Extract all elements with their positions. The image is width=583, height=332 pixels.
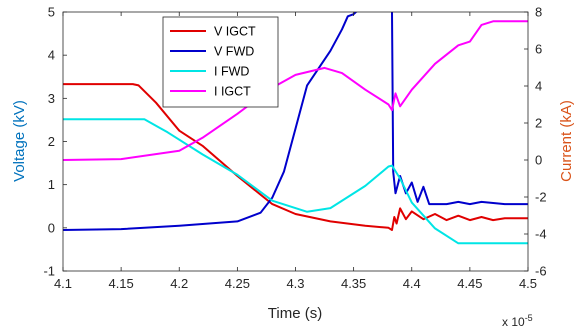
right-tick-label: -6	[535, 264, 547, 279]
series-line-i-fwd	[63, 118, 528, 245]
x-axis: 4.1 4.15 4.2 4.25 4.3 4.35 4.4 4.45 4.5	[54, 12, 537, 291]
plot-area	[63, 12, 528, 271]
x-exponent-base: x 10	[502, 315, 525, 329]
left-tick-label: 3	[48, 91, 55, 106]
right-tick-label: -2	[535, 190, 547, 205]
series-line-v-fwd	[63, 12, 528, 231]
x-tick-label: 4.1	[54, 276, 72, 291]
right-y-axis: -6 -4 -2 0 2 4 6 8	[524, 5, 547, 279]
left-tick-label: 2	[48, 134, 55, 149]
x-tick-label: 4.5	[519, 276, 537, 291]
left-tick-label: -1	[43, 264, 55, 279]
legend-label: I IGCT	[214, 85, 251, 99]
right-tick-label: 8	[535, 5, 542, 20]
x-tick-label: 4.35	[341, 276, 366, 291]
series-layer	[63, 12, 528, 245]
legend-label: V FWD	[214, 45, 254, 59]
series-line-v-igct	[63, 83, 528, 231]
left-y-axis: -1 0 1 2 3 4 5	[43, 5, 67, 279]
left-tick-label: 1	[48, 177, 55, 192]
x-tick-label: 4.3	[286, 276, 304, 291]
x-tick-label: 4.15	[108, 276, 133, 291]
series-line-i-igct	[63, 20, 528, 161]
right-tick-label: 2	[535, 116, 542, 131]
legend-label: I FWD	[214, 65, 249, 79]
right-tick-label: 4	[535, 79, 542, 94]
legend: V IGCT V FWD I FWD I IGCT	[162, 16, 279, 108]
left-axis-label: Voltage (kV)	[11, 100, 28, 182]
x-exponent-power: -5	[525, 313, 533, 323]
right-tick-label: -4	[535, 227, 547, 242]
left-tick-label: 5	[48, 5, 55, 20]
x-tick-label: 4.45	[457, 276, 482, 291]
legend-label: V IGCT	[214, 25, 256, 39]
right-axis-label: Current (kA)	[558, 100, 575, 182]
right-tick-label: 6	[535, 42, 542, 57]
x-tick-label: 4.4	[403, 276, 421, 291]
x-tick-label: 4.2	[170, 276, 188, 291]
right-tick-label: 0	[535, 153, 542, 168]
x-axis-label: Time (s)	[268, 305, 322, 322]
x-axis-exponent: x 10-5	[502, 313, 533, 329]
left-tick-label: 0	[48, 220, 55, 235]
left-tick-label: 4	[48, 48, 55, 63]
x-tick-label: 4.25	[225, 276, 250, 291]
